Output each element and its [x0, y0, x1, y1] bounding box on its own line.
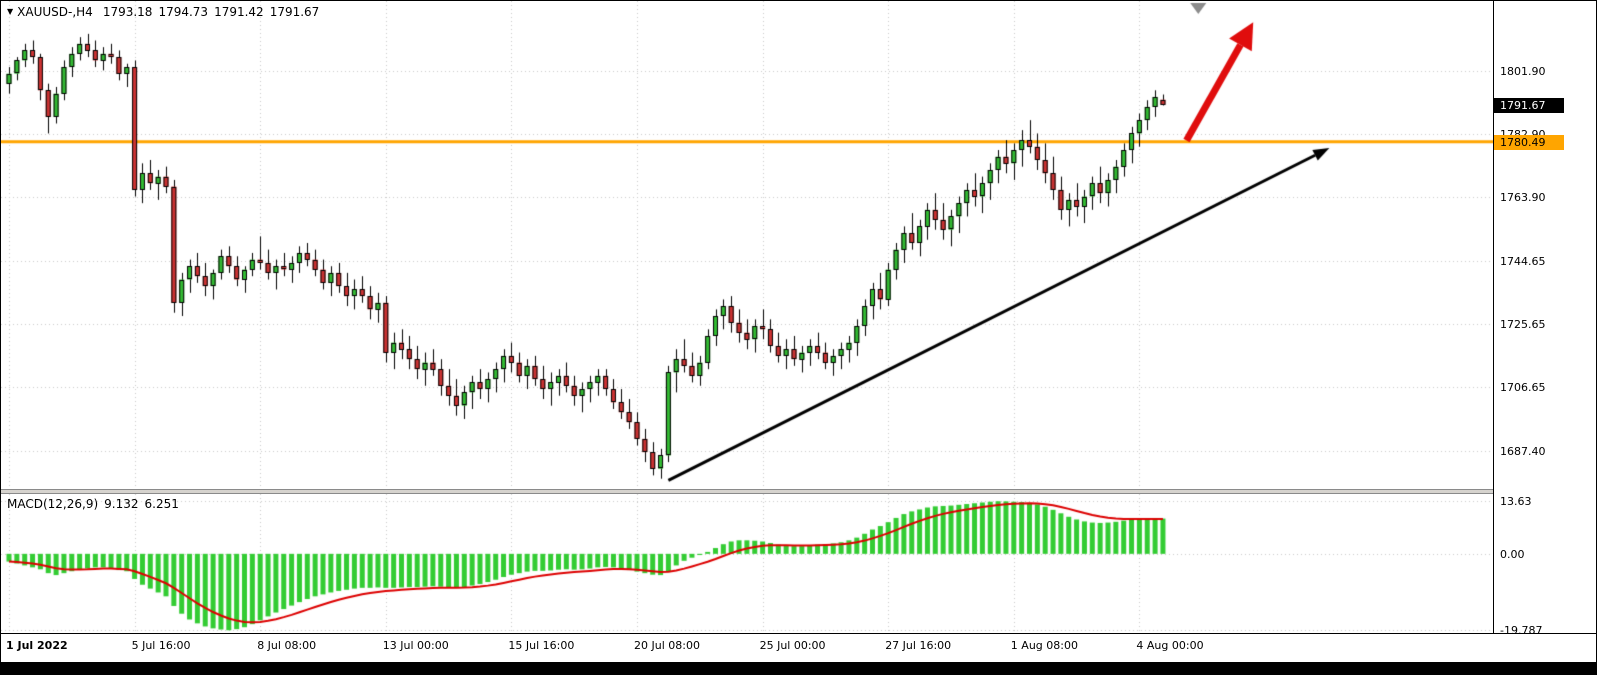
time-axis-label: 5 Jul 16:00 [131, 639, 191, 652]
macd-axis-label: 0.00 [1500, 547, 1525, 561]
price-chart-region: ▼ XAUUSD-,H4 1793.18 1794.73 1791.42 1791.67 [1, 1, 1493, 489]
panel-divider[interactable] [1, 489, 1596, 494]
time-axis-label: 1 Aug 08:00 [1010, 639, 1078, 652]
macd-panel: MACD(12,26,9) 9.132 6.251 [1, 494, 1493, 633]
time-axis-label: 13 Jul 00:00 [382, 639, 449, 652]
price-axis-label: 1725.65 [1500, 317, 1546, 331]
quote-toggle-icon[interactable]: ▼ [7, 7, 14, 16]
time-axis-label: 25 Jul 00:00 [759, 639, 826, 652]
macd-canvas[interactable] [1, 494, 1493, 633]
time-axis[interactable]: 1 Jul 2022 5 Jul 16:00 8 Jul 08:00 13 Jul 0… [1, 633, 1596, 662]
time-axis-label: 4 Aug 00:00 [1136, 639, 1204, 652]
time-axis-label: 8 Jul 08:00 [257, 639, 317, 652]
price-axis[interactable]: 1801.901782.901763.901744.651725.651706.… [1493, 1, 1596, 637]
macd-signal-value: 6.251 [144, 497, 179, 511]
price-axis-label: 1801.90 [1500, 64, 1546, 78]
high-value: 1794.73 [158, 5, 209, 19]
symbol-ohlc-readout: ▼ XAUUSD-,H4 1793.18 1794.73 1791.42 1791.67 [7, 5, 325, 19]
price-axis-label: 1763.90 [1500, 190, 1546, 204]
price-axis-label: 1744.65 [1500, 254, 1546, 268]
price-axis-label: 1706.65 [1500, 380, 1546, 394]
macd-label: MACD(12,26,9) [7, 497, 99, 511]
macd-axis-label: 13.63 [1500, 495, 1532, 509]
open-value: 1793.18 [102, 5, 153, 19]
symbol-period-label: XAUUSD-,H4 [17, 5, 93, 19]
time-axis-label: 20 Jul 08:00 [634, 639, 700, 652]
current-price-badge: 1791.67 [1494, 97, 1564, 113]
time-axis-label: 15 Jul 16:00 [508, 639, 575, 652]
price-axis-label: 1687.40 [1500, 444, 1546, 458]
price-chart-canvas[interactable] [1, 1, 1493, 489]
window-bottom-edge [1, 662, 1596, 674]
time-axis-label: 1 Jul 2022 [6, 639, 68, 652]
macd-readout: MACD(12,26,9) 9.132 6.251 [7, 497, 185, 511]
time-axis-label: 27 Jul 16:00 [885, 639, 952, 652]
close-value: 1791.67 [269, 5, 320, 19]
macd-main-value: 9.132 [104, 497, 139, 511]
low-value: 1791.42 [214, 5, 264, 19]
hline-price-badge: 1780.49 [1494, 134, 1564, 150]
